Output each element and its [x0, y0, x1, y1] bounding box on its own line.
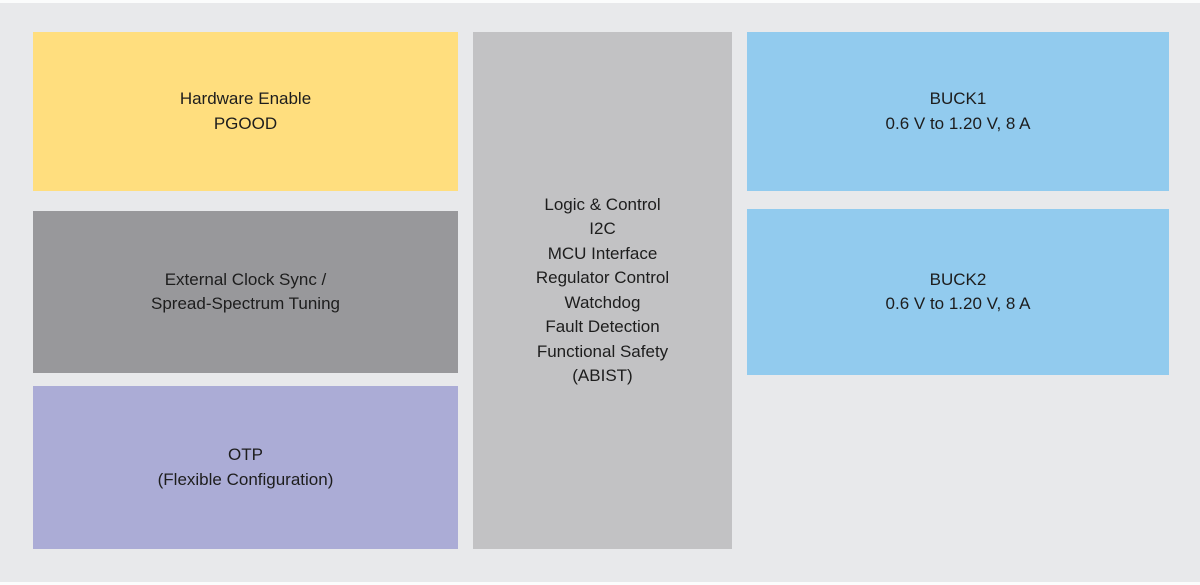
- block-label: 0.6 V to 1.20 V, 8 A: [885, 294, 1031, 313]
- block-label: MCU Interface: [547, 243, 658, 263]
- block-hardware-enable-pgood: Hardware Enable PGOOD: [33, 32, 458, 191]
- block-buck1: BUCK1 0.6 V to 1.20 V, 8 A: [747, 32, 1169, 191]
- block-label: BUCK1: [929, 89, 987, 108]
- block-label: Logic & Control: [544, 194, 661, 214]
- block-buck2: BUCK2 0.6 V to 1.20 V, 8 A: [747, 209, 1169, 375]
- block-label: OTP: [228, 445, 263, 464]
- block-label: External Clock Sync /: [164, 269, 327, 289]
- block-external-clock-sync: External Clock Sync / Spread-Spectrum Tu…: [33, 211, 458, 373]
- block-label: (ABIST): [572, 366, 633, 385]
- block-logic-and-control: Logic & Control I2C MCU Interface Regula…: [473, 32, 732, 549]
- block-label: PGOOD: [213, 113, 278, 133]
- block-label: Hardware Enable: [179, 89, 312, 108]
- block-label: 0.6 V to 1.20 V, 8 A: [885, 113, 1031, 133]
- block-label: Spread-Spectrum Tuning: [151, 294, 340, 313]
- block-otp: OTP (Flexible Configuration): [33, 386, 458, 549]
- block-label: Regulator Control: [535, 268, 670, 287]
- block-label: (Flexible Configuration): [157, 469, 334, 489]
- block-label: Functional Safety: [536, 341, 669, 361]
- block-label: BUCK2: [929, 269, 987, 289]
- block-label: Watchdog: [564, 292, 641, 312]
- block-label: Fault Detection: [545, 317, 660, 336]
- block-label: I2C: [589, 219, 616, 238]
